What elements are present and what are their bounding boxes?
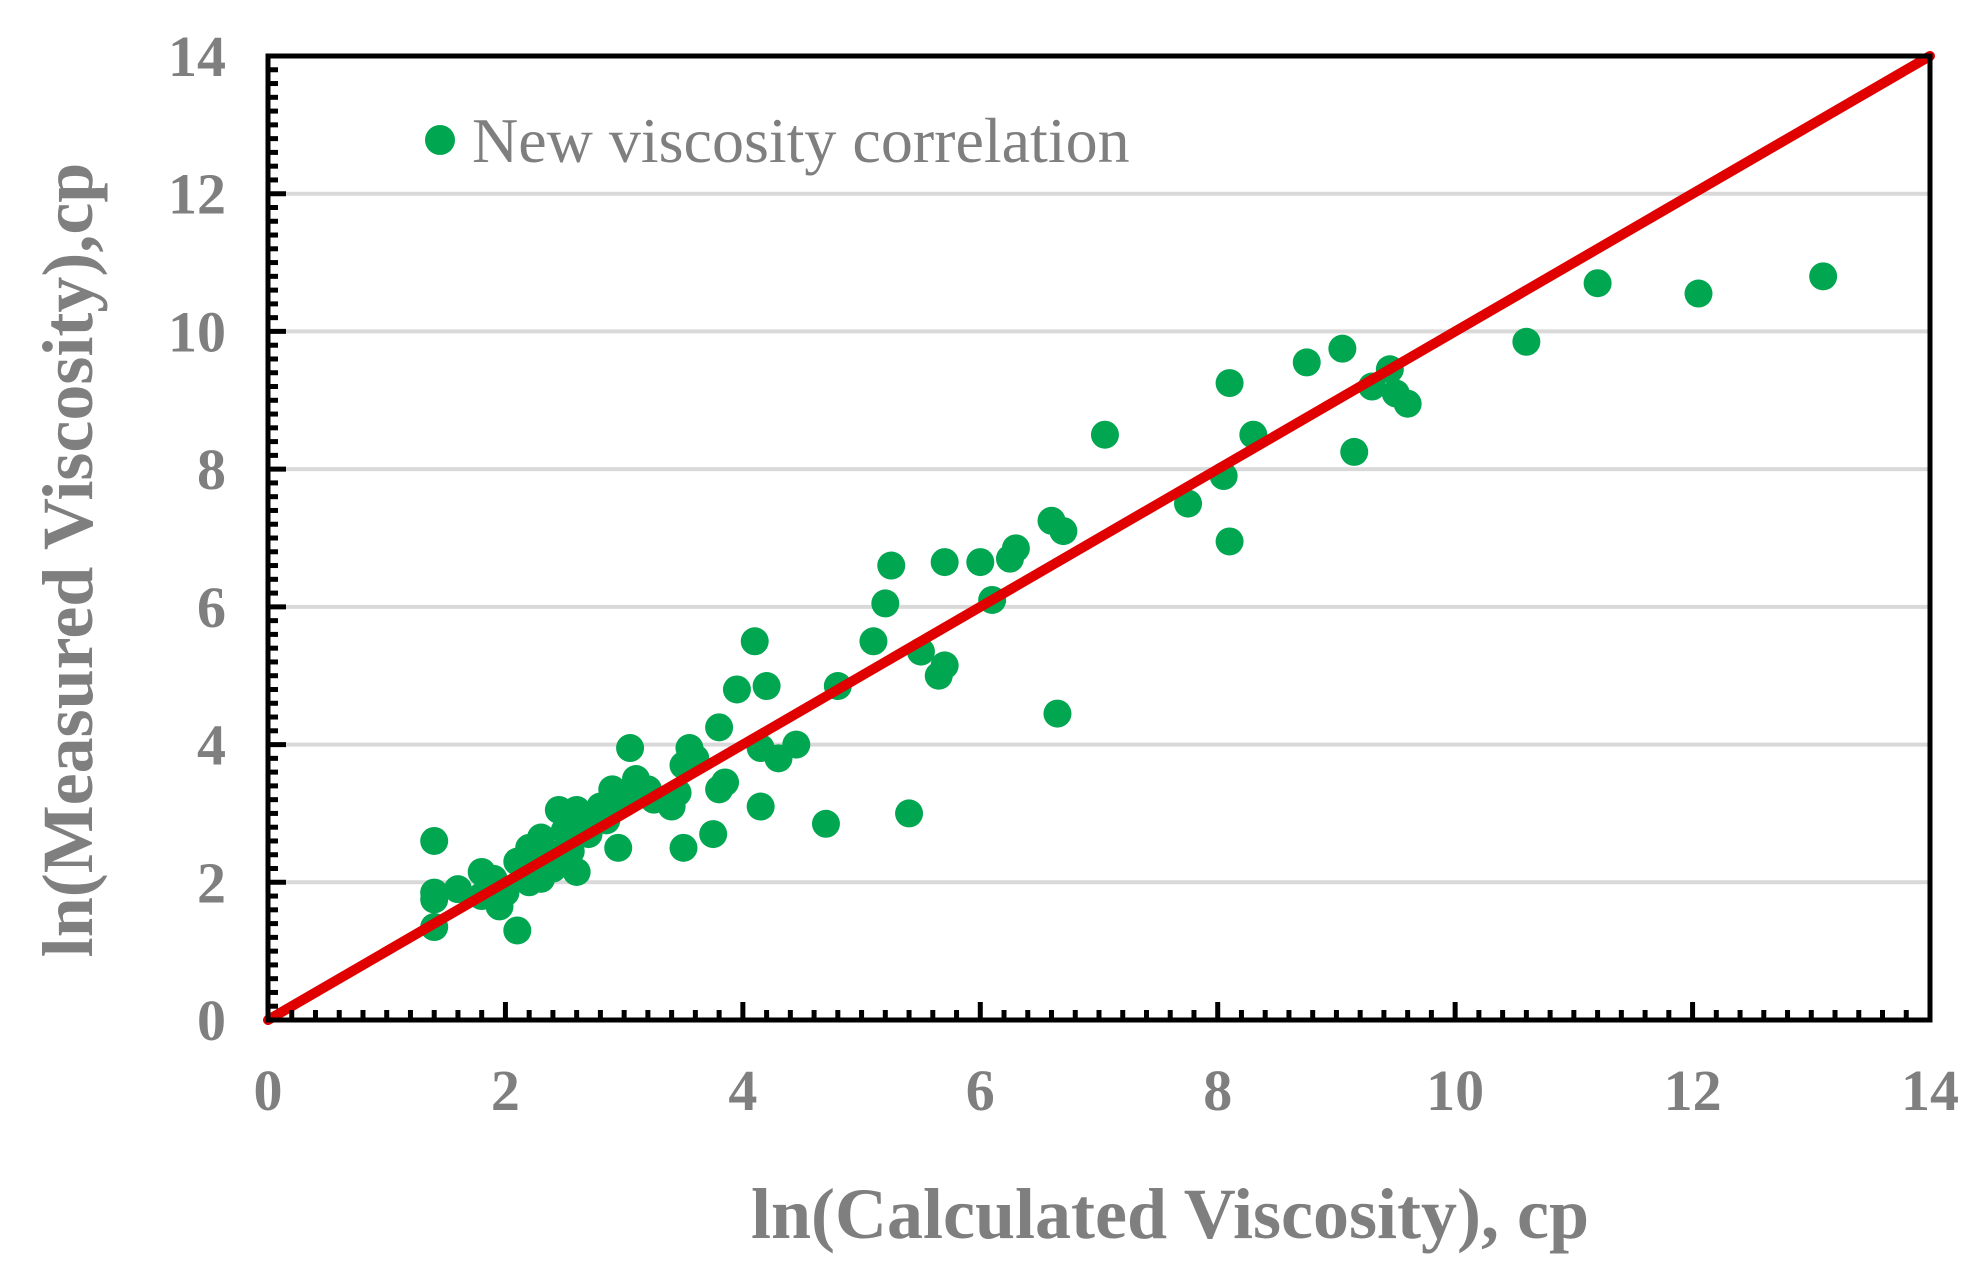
- data-point: [1215, 527, 1244, 556]
- data-point: [604, 833, 633, 862]
- y-tick-label: 12: [168, 162, 226, 227]
- reference-line-group: [263, 51, 1935, 1025]
- data-point: [782, 730, 811, 759]
- data-point: [699, 820, 728, 849]
- data-point: [1512, 327, 1541, 356]
- y-tick-label: 4: [197, 713, 226, 778]
- y-tick-label: 0: [197, 988, 226, 1053]
- data-point: [1393, 389, 1422, 418]
- reference-line: [263, 51, 1935, 1025]
- data-point: [562, 857, 591, 886]
- data-point: [752, 672, 781, 701]
- data-point: [420, 826, 449, 855]
- data-point: [669, 833, 698, 862]
- data-point: [1043, 699, 1072, 728]
- data-point: [930, 548, 959, 577]
- data-point: [1684, 279, 1713, 308]
- legend-marker-icon: [425, 125, 455, 155]
- data-point: [859, 627, 888, 656]
- x-axis-title: ln(Calculated Viscosity), cp: [751, 1174, 1589, 1254]
- data-point: [1174, 489, 1203, 518]
- y-tick-label: 8: [197, 437, 226, 502]
- data-point: [930, 651, 959, 680]
- y-axis-title: ln(Measured Viscosity),cp: [28, 163, 108, 958]
- x-tick-label: 0: [254, 1058, 283, 1123]
- data-point: [1292, 348, 1321, 377]
- data-point: [443, 875, 472, 904]
- data-point: [871, 589, 900, 618]
- y-tick-label: 2: [197, 850, 226, 915]
- data-point: [1583, 269, 1612, 298]
- data-point: [1215, 369, 1244, 398]
- data-point: [811, 809, 840, 838]
- data-point: [420, 885, 449, 914]
- data-point: [711, 768, 740, 797]
- data-points: [420, 262, 1838, 945]
- tick-labels: 0 2 4 6 8 10 12 14 0 2 4 6 8 10 12 14: [168, 24, 1959, 1123]
- y-tick-label: 14: [168, 24, 226, 89]
- data-point: [616, 734, 645, 763]
- x-tick-label: 6: [966, 1058, 995, 1123]
- data-point: [1001, 534, 1030, 563]
- x-tick-label: 14: [1901, 1058, 1959, 1123]
- legend-label: New viscosity correlation: [472, 105, 1130, 176]
- data-point: [966, 548, 995, 577]
- x-tick-label: 2: [491, 1058, 520, 1123]
- x-tick-label: 10: [1426, 1058, 1484, 1123]
- data-point: [1049, 517, 1078, 546]
- data-point: [1340, 437, 1369, 466]
- data-point: [746, 792, 775, 821]
- y-tick-label: 10: [168, 299, 226, 364]
- data-point: [503, 916, 532, 945]
- legend: New viscosity correlation: [425, 105, 1130, 176]
- x-tick-label: 4: [728, 1058, 757, 1123]
- data-point: [1090, 420, 1119, 449]
- x-tick-label: 12: [1664, 1058, 1722, 1123]
- x-tick-label: 8: [1203, 1058, 1232, 1123]
- data-point: [722, 675, 751, 704]
- axes: [265, 53, 1933, 1023]
- gridlines: [268, 191, 1930, 885]
- data-point: [1809, 262, 1838, 291]
- data-point: [895, 799, 924, 828]
- data-point: [740, 627, 769, 656]
- data-point: [705, 713, 734, 742]
- data-point: [877, 551, 906, 580]
- data-point: [1328, 334, 1357, 363]
- y-tick-label: 6: [197, 575, 226, 640]
